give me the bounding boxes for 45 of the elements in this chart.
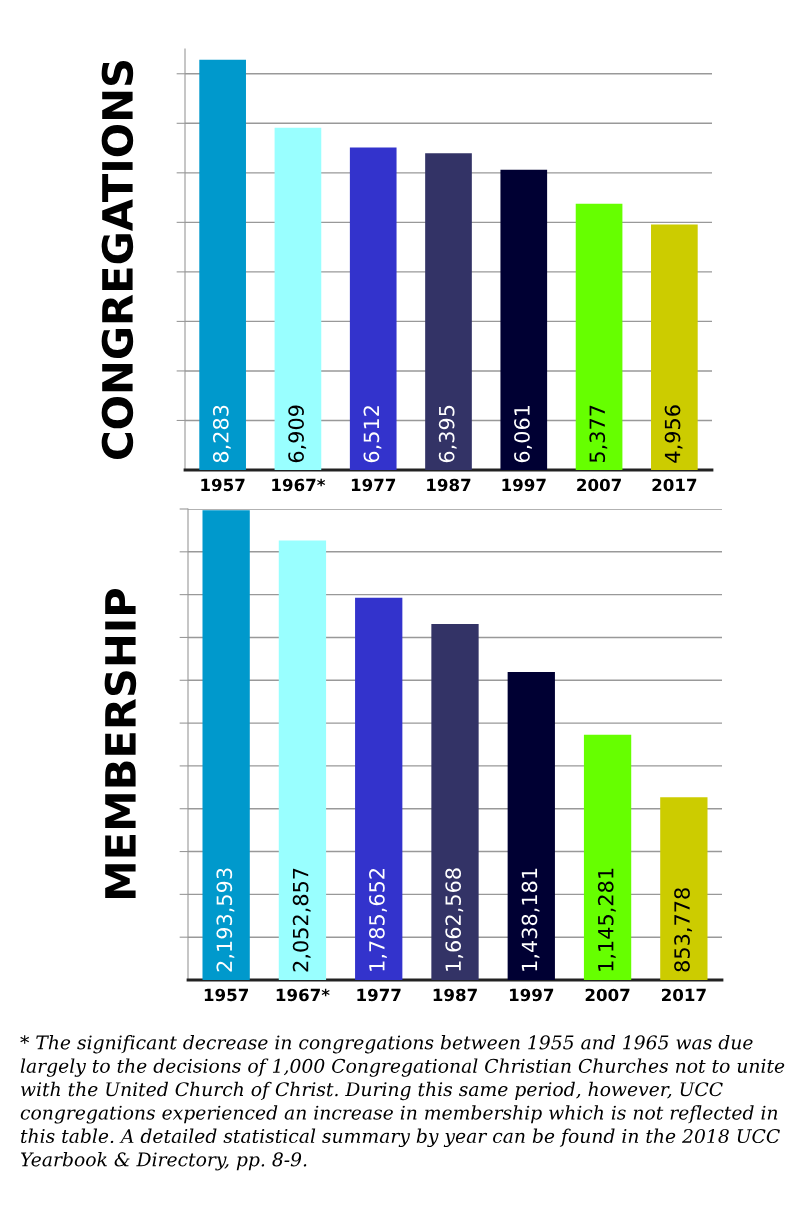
x-tick-label: 1957	[201, 478, 245, 492]
bar	[274, 127, 322, 470]
x-tick-label: 1977	[357, 988, 401, 1002]
data-label: 2,193,593	[216, 868, 235, 972]
bar	[349, 147, 397, 470]
x-tick-label: 1997	[509, 988, 554, 1002]
data-label: 6,909	[288, 405, 307, 463]
bar	[651, 224, 698, 470]
data-label: 853,778	[674, 888, 693, 972]
data-label: 1,438,181	[521, 868, 540, 971]
data-label: 6,512	[363, 406, 382, 463]
bar	[507, 672, 555, 980]
bar	[202, 510, 250, 980]
bar	[583, 734, 632, 980]
bar	[575, 203, 623, 470]
bar	[500, 169, 548, 470]
bar	[660, 797, 708, 980]
x-tick-label: 1977	[351, 478, 396, 492]
data-label: 1,785,652	[369, 868, 387, 971]
y-axis-title: MEMBERSHIP	[104, 588, 137, 898]
x-tick-label: 2007	[585, 988, 630, 1002]
data-label: 6,395	[438, 405, 457, 463]
data-label: 1,662,568	[445, 868, 464, 971]
bar	[431, 624, 479, 980]
bar	[278, 540, 327, 980]
x-tick-label: 1967*	[276, 988, 330, 1002]
x-tick-label: 2017	[652, 478, 697, 492]
x-tick-label: 2007	[577, 478, 621, 492]
x-tick-label: 1957	[204, 988, 249, 1002]
bar	[355, 597, 403, 980]
bar	[425, 153, 472, 470]
x-tick-label: 1987	[433, 988, 477, 1002]
text: * The significant decrease in congregations between 1955 and 1965 was due largely to the decisions of 1,000 Congregational Christian Churches not to unite with the United Church of Christ. During this same period, however, UCC congregations experienced an increase in membership which is not reflected in this table. A detailed statistical summary by year can be found in the 2018 UCC Yearbook & Directory, pp. 8-9.	[20, 1035, 785, 1171]
data-label: 8,283	[212, 405, 231, 463]
data-label: 1,145,281	[597, 868, 616, 971]
x-tick-label: 1967*	[272, 478, 326, 492]
x-tick-label: 1987	[427, 478, 471, 492]
data-label: 5,377	[589, 405, 608, 463]
data-label: 6,061	[514, 405, 532, 463]
bar	[199, 59, 246, 470]
x-tick-label: 2017	[661, 988, 706, 1002]
x-tick-label: 1997	[502, 478, 546, 492]
y-axis-title: CONGREGATIONS	[101, 61, 134, 459]
data-label: 4,956	[664, 405, 683, 463]
data-label: 2,052,857	[292, 868, 311, 972]
